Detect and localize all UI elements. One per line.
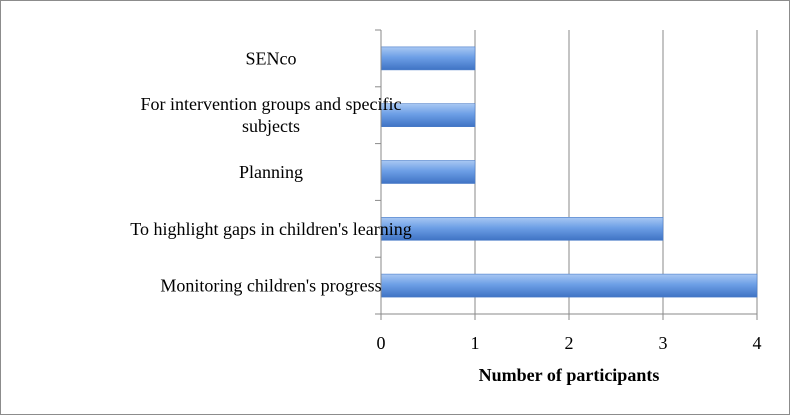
category-label: Monitoring children's progress: [160, 276, 381, 296]
x-tick-label: 0: [377, 333, 386, 353]
bar: [380, 217, 664, 241]
bar: [380, 46, 476, 71]
x-tick-label: 4: [753, 333, 762, 353]
category-label: SENco: [246, 48, 297, 68]
x-tick-label: 3: [659, 333, 668, 353]
category-label: For intervention groups and specific: [141, 94, 402, 114]
x-tick-label: 1: [471, 333, 480, 353]
category-label: Planning: [239, 162, 303, 182]
category-label: To highlight gaps in children's learning: [130, 219, 411, 239]
category-label: subjects: [242, 116, 300, 136]
x-tick-label: 2: [565, 333, 574, 353]
x-axis-title: Number of participants: [479, 365, 660, 385]
bar: [380, 160, 476, 184]
bar: [380, 273, 758, 298]
